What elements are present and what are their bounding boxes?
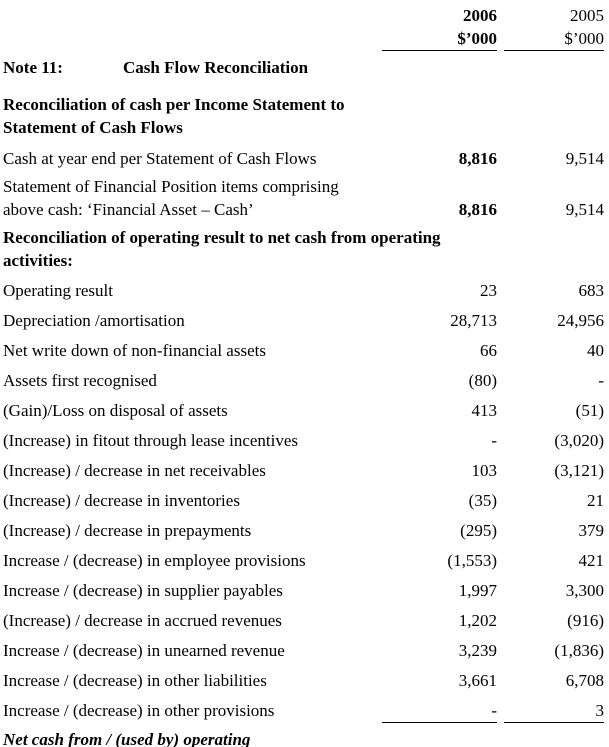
table-row-financial-position: Statement of Financial Position items co… <box>3 175 604 221</box>
value-2006: 3,661 <box>458 671 497 690</box>
value-2006: 8,816 <box>458 149 497 168</box>
table-row-cash-at-year-end: Cash at year end per Statement of Cash F… <box>3 147 604 170</box>
table-row: Net write down of non-financial assets 6… <box>3 332 604 362</box>
unit-2005: $’000 <box>504 27 604 51</box>
table-row: Operating result 23 683 <box>3 272 604 302</box>
total-row-net-cash: Net cash from / (used by) operating acti… <box>3 728 604 747</box>
row-label: Depreciation /amortisation <box>3 311 185 330</box>
row-label: (Increase) / decrease in accrued revenue… <box>3 611 282 630</box>
section-cash-heading-line1: Reconciliation of cash per Income Statem… <box>3 95 345 114</box>
value-2005: 9,514 <box>565 200 604 219</box>
value-2006: 1,997 <box>458 581 497 600</box>
value-2006: 103 <box>471 461 498 480</box>
row-label: Increase / (decrease) in unearned revenu… <box>3 641 285 660</box>
row-label: Assets first recognised <box>3 371 157 390</box>
column-year-header-row: 2006 2005 <box>3 4 604 27</box>
table-row: Assets first recognised (80) - <box>3 362 604 392</box>
table-row-other-provisions: Increase / (decrease) in other provision… <box>3 692 604 723</box>
value-2006: 23 <box>480 281 497 300</box>
row-label: Cash at year end per Statement of Cash F… <box>3 149 317 168</box>
note-number: Note 11: <box>3 58 63 77</box>
row-label: (Increase) / decrease in net receivables <box>3 461 266 480</box>
section-operating-heading-line2: activities: <box>3 251 73 270</box>
row-label: Increase / (decrease) in other provision… <box>3 701 275 720</box>
value-2005: (51) <box>575 401 604 420</box>
note-heading: Note 11: Cash Flow Reconciliation <box>3 56 604 79</box>
value-2005: 3 <box>504 699 604 723</box>
table-row: Increase / (decrease) in supplier payabl… <box>3 572 604 602</box>
value-2006: (295) <box>460 521 497 540</box>
section-operating-heading: Reconciliation of operating result to ne… <box>3 226 604 272</box>
value-2006: 1,202 <box>458 611 497 630</box>
table-row: (Increase) / decrease in prepayments (29… <box>3 512 604 542</box>
row-label: (Increase) / decrease in prepayments <box>3 521 252 540</box>
table-row: (Increase) in fitout through lease incen… <box>3 422 604 452</box>
section-operating-heading-line1: Reconciliation of operating result to ne… <box>3 228 441 247</box>
table-row: (Increase) / decrease in net receivables… <box>3 452 604 482</box>
value-2006: 3,239 <box>458 641 497 660</box>
row-label: (Increase) in fitout through lease incen… <box>3 431 299 450</box>
value-2005: 40 <box>587 341 604 360</box>
row-label: Statement of Financial Position items co… <box>3 175 382 221</box>
value-2006: (35) <box>468 491 497 510</box>
unit-2006: $’000 <box>382 27 497 51</box>
table-row: Increase / (decrease) in employee provis… <box>3 542 604 572</box>
total-row-label: Net cash from / (used by) operating acti… <box>3 728 382 747</box>
row-label: Operating result <box>3 281 113 300</box>
value-2005: 379 <box>578 521 605 540</box>
row-label: (Gain)/Loss on disposal of assets <box>3 401 228 420</box>
row-label: Increase / (decrease) in other liabiliti… <box>3 671 267 690</box>
row-label: (Increase) / decrease in inventories <box>3 491 240 510</box>
value-2006: 28,713 <box>450 311 497 330</box>
column-unit-header-row: $’000 $’000 <box>3 27 604 51</box>
section-cash-heading: Reconciliation of cash per Income Statem… <box>3 93 604 139</box>
value-2005: (916) <box>567 611 604 630</box>
value-2005: 683 <box>578 281 605 300</box>
value-2006: (1,553) <box>447 551 497 570</box>
row-label-line1: Statement of Financial Position items co… <box>3 177 339 196</box>
column-header-2006: 2006 <box>463 6 497 25</box>
note-title: Cash Flow Reconciliation <box>123 58 309 77</box>
value-2006: - <box>491 431 497 450</box>
value-2005: 21 <box>587 491 604 510</box>
value-2005: 3,300 <box>565 581 604 600</box>
value-2005: (3,121) <box>554 461 604 480</box>
value-2005: - <box>598 371 604 390</box>
table-row: Increase / (decrease) in unearned revenu… <box>3 632 604 662</box>
table-row: (Gain)/Loss on disposal of assets 413 (5… <box>3 392 604 422</box>
row-label-line2: above cash: ‘Financial Asset – Cash’ <box>3 200 254 219</box>
value-2006: 66 <box>480 341 497 360</box>
section-cash-heading-line2: Statement of Cash Flows <box>3 118 183 137</box>
total-label-line1: Net cash from / (used by) operating <box>3 730 251 747</box>
row-label: Increase / (decrease) in supplier payabl… <box>3 581 283 600</box>
table-row: (Increase) / decrease in inventories (35… <box>3 482 604 512</box>
table-row: (Increase) / decrease in accrued revenue… <box>3 602 604 632</box>
value-2005: 6,708 <box>565 671 604 690</box>
value-2006: 8,816 <box>458 200 497 219</box>
value-2005: 24,956 <box>557 311 604 330</box>
table-row: Increase / (decrease) in other liabiliti… <box>3 662 604 692</box>
value-2005: 9,514 <box>565 149 604 168</box>
value-2005: (3,020) <box>554 431 604 450</box>
table-row: Depreciation /amortisation 28,713 24,956 <box>3 302 604 332</box>
row-label: Net write down of non-financial assets <box>3 341 266 360</box>
value-2005: (1,836) <box>554 641 604 660</box>
row-label: Increase / (decrease) in employee provis… <box>3 551 306 570</box>
value-2006: 413 <box>471 401 498 420</box>
value-2005: 421 <box>578 551 605 570</box>
column-header-2005: 2005 <box>570 6 604 25</box>
value-2006: - <box>382 699 497 723</box>
value-2006: (80) <box>468 371 497 390</box>
